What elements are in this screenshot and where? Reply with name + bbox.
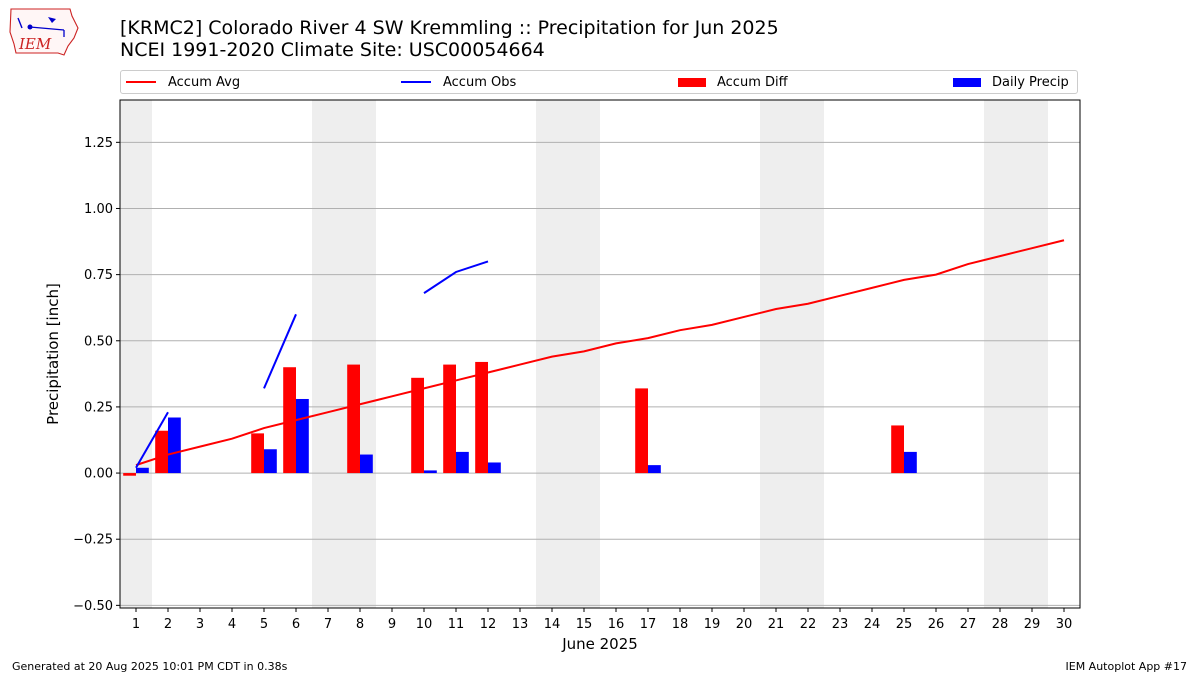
daily-precip-bar (264, 449, 277, 474)
legend-label: Accum Obs (443, 74, 517, 90)
bars (123, 361, 917, 476)
accum-obs-line (423, 260, 489, 294)
legend-item-accum-obs: Accum Obs (401, 71, 516, 93)
daily-precip-bar (488, 462, 501, 474)
x-tick-label: 8 (356, 617, 364, 632)
x-tick-label: 1 (132, 617, 140, 632)
x-tick-label: 19 (704, 617, 721, 632)
accum-obs-line (263, 313, 297, 389)
accum-diff-bar (475, 361, 488, 474)
x-tick-label: 3 (196, 617, 204, 632)
x-tick-label: 26 (928, 617, 945, 632)
accum-diff-bar (891, 425, 904, 474)
x-tick-label: 14 (544, 617, 561, 632)
x-tick-label: 22 (800, 617, 817, 632)
accum-diff-bar (123, 473, 136, 476)
legend-swatch-accum-avg (126, 81, 156, 83)
x-axis-label: June 2025 (561, 635, 638, 653)
daily-precip-bar (456, 451, 469, 474)
x-tick-label: 18 (672, 617, 689, 632)
legend-item-daily-precip: Daily Precip (953, 71, 1069, 93)
axes-frame (119, 99, 1081, 609)
x-tick-label: 5 (260, 617, 268, 632)
daily-precip-bar (904, 451, 917, 474)
x-tick-label: 10 (416, 617, 433, 632)
x-tick-label: 13 (512, 617, 529, 632)
generated-timestamp: Generated at 20 Aug 2025 10:01 PM CDT in… (12, 660, 288, 673)
daily-precip-bar (360, 454, 373, 474)
x-tick-label: 11 (448, 617, 465, 632)
y-tick-label: 1.25 (84, 136, 113, 151)
x-tick-label: 20 (736, 617, 753, 632)
x-tick-label: 7 (324, 617, 332, 632)
app-credit: IEM Autoplot App #17 (1065, 660, 1188, 673)
chart-title: [KRMC2] Colorado River 4 SW Kremmling ::… (120, 17, 779, 39)
x-tick-label: 28 (992, 617, 1009, 632)
x-tick-label: 24 (864, 617, 881, 632)
x-tick-label: 17 (640, 617, 657, 632)
chart-subtitle: NCEI 1991-2020 Climate Site: USC00054664 (120, 39, 545, 61)
x-tick-label: 16 (608, 617, 625, 632)
legend-label: Accum Diff (717, 74, 788, 90)
x-tick-label: 2 (164, 617, 172, 632)
y-tick-label: 0.50 (84, 334, 113, 349)
x-tick-label: 29 (1024, 617, 1041, 632)
weekend-band (984, 100, 1048, 608)
x-tick-label: 12 (480, 617, 497, 632)
y-tick-label: 0.75 (84, 268, 113, 283)
y-axis-label: Precipitation [inch] (44, 283, 62, 425)
logo-text: IEM (18, 35, 52, 53)
x-tick-label: 23 (832, 617, 849, 632)
legend-swatch-daily-precip (953, 77, 981, 87)
x-tick-label: 4 (228, 617, 236, 632)
legend-item-accum-avg: Accum Avg (126, 71, 240, 93)
legend-label: Accum Avg (168, 74, 241, 90)
x-tick-label: 25 (896, 617, 913, 632)
weekend-band (120, 100, 152, 608)
x-tick-label: 27 (960, 617, 977, 632)
accum-diff-bar (155, 430, 168, 474)
y-tick-label: 0.25 (84, 400, 113, 415)
y-tick-label: 1.00 (84, 202, 113, 217)
accum-diff-bar (635, 388, 648, 474)
daily-precip-bar (424, 470, 437, 474)
legend: Accum Avg Accum Obs Accum Diff Daily Pre… (120, 70, 1078, 94)
y-tick-label: 0.00 (84, 467, 113, 482)
legend-swatch-accum-obs (401, 81, 431, 83)
weekend-band (760, 100, 824, 608)
lines (135, 239, 1065, 469)
weekend-shading (120, 100, 1048, 608)
accum-diff-bar (347, 364, 360, 474)
legend-item-accum-diff: Accum Diff (678, 71, 788, 93)
daily-precip-bar (648, 465, 661, 474)
x-tick-label: 30 (1056, 617, 1073, 632)
accum-diff-bar (251, 433, 264, 474)
legend-swatch-accum-diff (678, 77, 706, 87)
accum-diff-bar (411, 377, 424, 474)
accum-diff-bar (283, 367, 296, 474)
legend-label: Daily Precip (992, 74, 1069, 90)
x-tick-label: 9 (388, 617, 396, 632)
accum-obs-line (135, 411, 169, 469)
axis-ticks: −0.50−0.250.000.250.500.751.001.251 2 3 4 5 6… (73, 136, 1072, 632)
y-tick-label: −0.50 (73, 599, 113, 614)
daily-precip-bar (168, 417, 181, 474)
accum-diff-bar (443, 364, 456, 474)
accum-avg-line (135, 239, 1065, 467)
x-tick-label: 15 (576, 617, 593, 632)
x-tick-label: 21 (768, 617, 785, 632)
x-tick-label: 6 (292, 617, 300, 632)
y-tick-label: −0.25 (73, 533, 113, 548)
grid-lines (120, 141, 1080, 606)
iem-logo: IEM (9, 8, 79, 56)
daily-precip-bar (136, 467, 149, 474)
daily-precip-bar (296, 398, 309, 474)
weekend-band (312, 100, 376, 608)
